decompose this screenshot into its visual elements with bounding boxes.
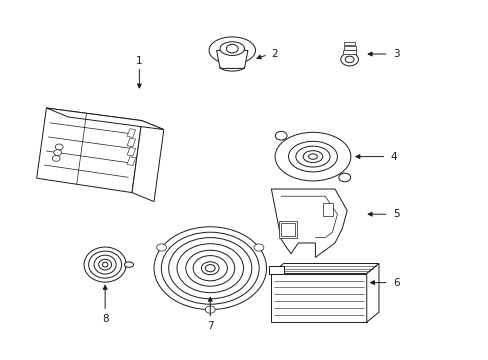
Circle shape [205,306,215,313]
Circle shape [193,256,227,281]
Ellipse shape [220,42,244,55]
Polygon shape [271,264,378,274]
Circle shape [154,227,266,310]
Text: 6: 6 [392,278,399,288]
Circle shape [226,44,238,53]
Circle shape [345,56,353,63]
Circle shape [168,238,251,299]
Circle shape [185,250,234,286]
Ellipse shape [303,151,322,163]
Polygon shape [271,189,346,257]
FancyBboxPatch shape [344,42,354,45]
Bar [278,221,297,238]
Ellipse shape [288,141,337,172]
Polygon shape [46,108,163,130]
Bar [127,138,135,147]
Circle shape [275,131,286,140]
Polygon shape [366,264,378,322]
Circle shape [54,150,61,156]
FancyBboxPatch shape [343,46,355,50]
Text: 7: 7 [206,321,213,331]
Bar [127,157,135,166]
Ellipse shape [102,262,108,267]
Text: 1: 1 [136,56,142,66]
FancyBboxPatch shape [342,50,356,54]
Ellipse shape [88,251,122,278]
Bar [322,203,333,216]
Circle shape [156,244,166,251]
Ellipse shape [274,132,350,181]
Circle shape [340,53,358,66]
Text: 3: 3 [392,49,399,59]
Circle shape [338,173,350,182]
Ellipse shape [124,262,133,267]
Ellipse shape [99,259,111,270]
Polygon shape [271,274,366,322]
Circle shape [161,232,259,304]
Circle shape [52,156,60,161]
Text: 4: 4 [389,152,396,162]
Polygon shape [37,108,142,193]
Ellipse shape [295,146,329,167]
Circle shape [177,244,243,293]
Circle shape [205,265,215,272]
Bar [268,266,283,274]
Circle shape [55,144,63,150]
Text: 5: 5 [392,209,399,219]
Text: 8: 8 [102,314,108,324]
Polygon shape [216,50,247,68]
Ellipse shape [94,255,116,274]
Text: 2: 2 [271,49,278,59]
Ellipse shape [308,154,317,159]
Ellipse shape [208,37,255,64]
Circle shape [201,262,219,275]
Polygon shape [132,121,163,202]
Bar [281,223,294,236]
Circle shape [254,244,264,251]
Bar [127,129,135,138]
Bar [127,147,135,156]
Ellipse shape [84,247,126,282]
